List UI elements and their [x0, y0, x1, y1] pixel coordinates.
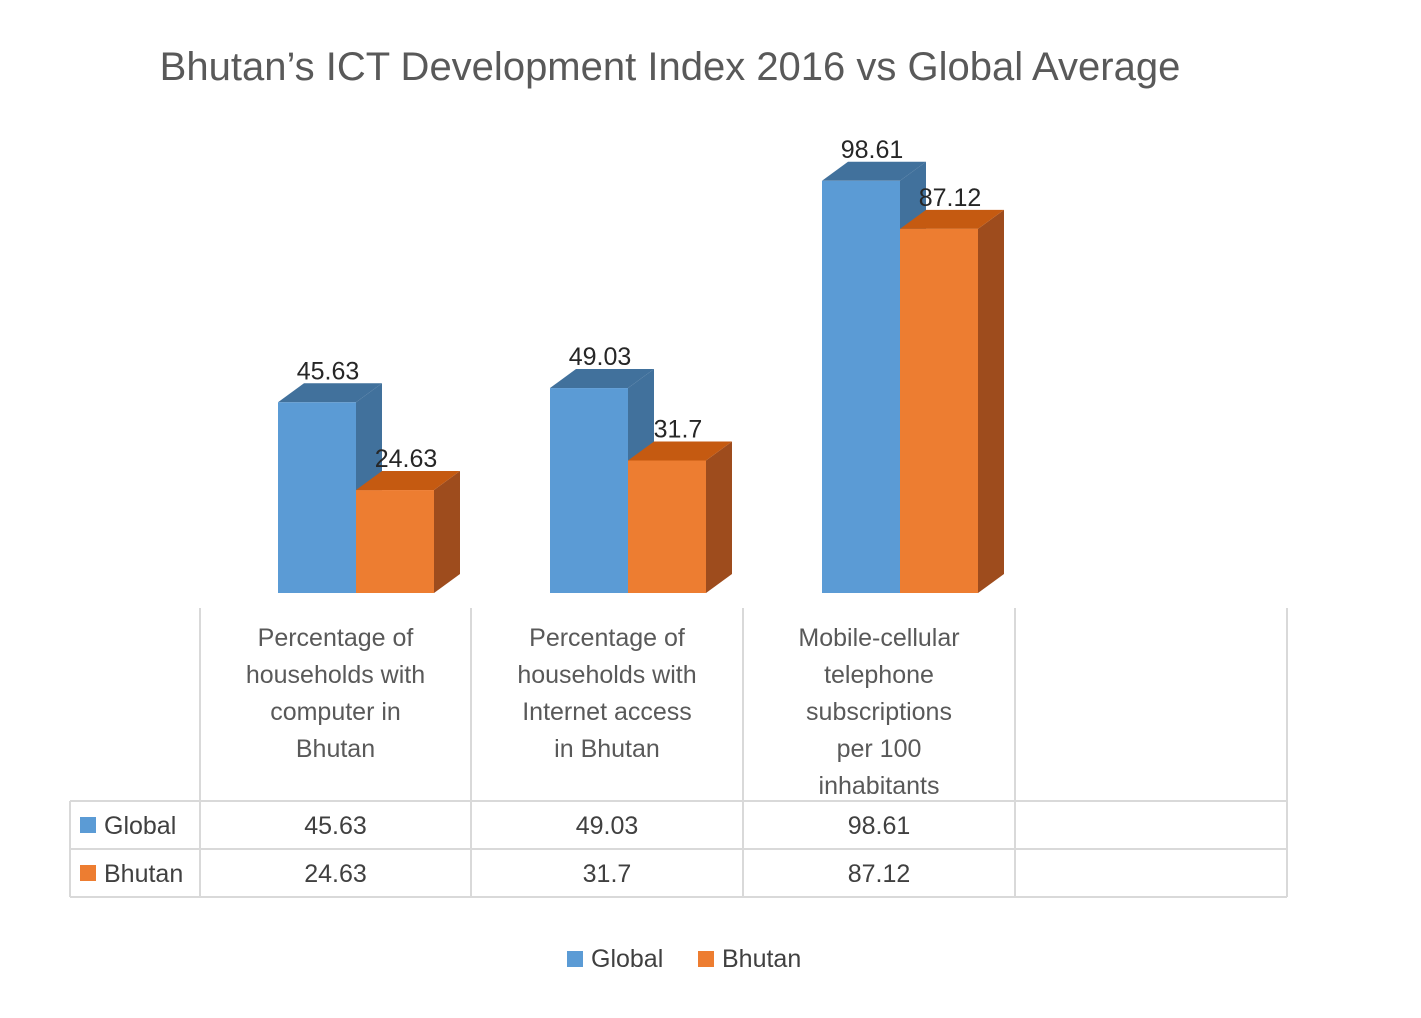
bar-side-face	[978, 209, 1004, 594]
legend-label: Bhutan	[722, 945, 801, 973]
category-label: Percentage of households with computer in B…	[246, 624, 425, 763]
data-label: 49.03	[569, 343, 632, 371]
legend-label: Global	[591, 945, 663, 973]
table-series-name: Global	[104, 812, 176, 840]
table-cell: 31.7	[583, 860, 632, 888]
category-label-line: Internet access	[522, 698, 692, 726]
bar-bhutan-1	[356, 471, 460, 593]
category-label-line: households with	[246, 661, 425, 689]
bar-front-face	[900, 228, 978, 594]
data-label: 24.63	[375, 445, 438, 473]
category-label: Mobile-cellular telephone subscriptions per…	[798, 624, 959, 800]
category-label-line: subscriptions	[806, 698, 952, 726]
bar-side-face	[706, 441, 732, 593]
category-label-line: Bhutan	[296, 735, 375, 763]
table-cell: 87.12	[848, 860, 911, 888]
category-label-line: Percentage of	[258, 624, 414, 652]
bar-top-face	[822, 161, 926, 181]
category-label: Percentage of households with Internet acc…	[517, 624, 696, 763]
bar-top-face	[628, 441, 732, 461]
category-label-line: per 100	[837, 735, 922, 763]
data-label: 87.12	[919, 184, 982, 212]
table-cell: 49.03	[576, 812, 639, 840]
bar-top-face	[356, 471, 460, 491]
bar-global-2	[550, 369, 654, 593]
data-label: 45.63	[297, 357, 360, 385]
bar-bhutan-3	[900, 209, 1004, 594]
bar-top-face	[278, 383, 382, 403]
bars-layer: 45.63 24.63 49.03 31.7 98.61 87.12	[278, 136, 1004, 594]
bar-top-face	[550, 369, 654, 389]
bar-front-face	[278, 402, 356, 593]
data-label: 98.61	[841, 136, 904, 164]
bar-front-face	[822, 180, 900, 594]
legend-swatch	[567, 951, 583, 967]
bar-front-face	[628, 460, 706, 593]
bar-bhutan-2	[628, 441, 732, 593]
category-label-line: telephone	[824, 661, 934, 689]
legend-item-global: Global	[567, 945, 663, 973]
data-table: Percentage of households with computer in B…	[69, 608, 1288, 898]
table-cell: 45.63	[304, 812, 367, 840]
category-label-line: inhabitants	[819, 772, 940, 800]
bar-front-face	[356, 490, 434, 593]
bar-front-face	[550, 388, 628, 593]
category-label-line: Mobile-cellular	[798, 624, 959, 652]
category-label-line: households with	[517, 661, 696, 689]
table-legend-key	[80, 865, 96, 881]
chart-title: Bhutan’s ICT Development Index 2016 vs G…	[160, 45, 1181, 89]
table-cell: 24.63	[304, 860, 367, 888]
category-label-line: computer in	[270, 698, 401, 726]
table-legend-key	[80, 817, 96, 833]
bar-top-face	[900, 209, 1004, 229]
bar-side-face	[434, 471, 460, 593]
legend-item-bhutan: Bhutan	[698, 945, 801, 973]
table-series-name: Bhutan	[104, 860, 183, 888]
legend: Global Bhutan	[567, 945, 801, 973]
legend-swatch	[698, 951, 714, 967]
category-label-line: in Bhutan	[554, 735, 660, 763]
category-label-line: Percentage of	[529, 624, 685, 652]
table-cell: 98.61	[848, 812, 911, 840]
data-label: 31.7	[654, 415, 703, 443]
